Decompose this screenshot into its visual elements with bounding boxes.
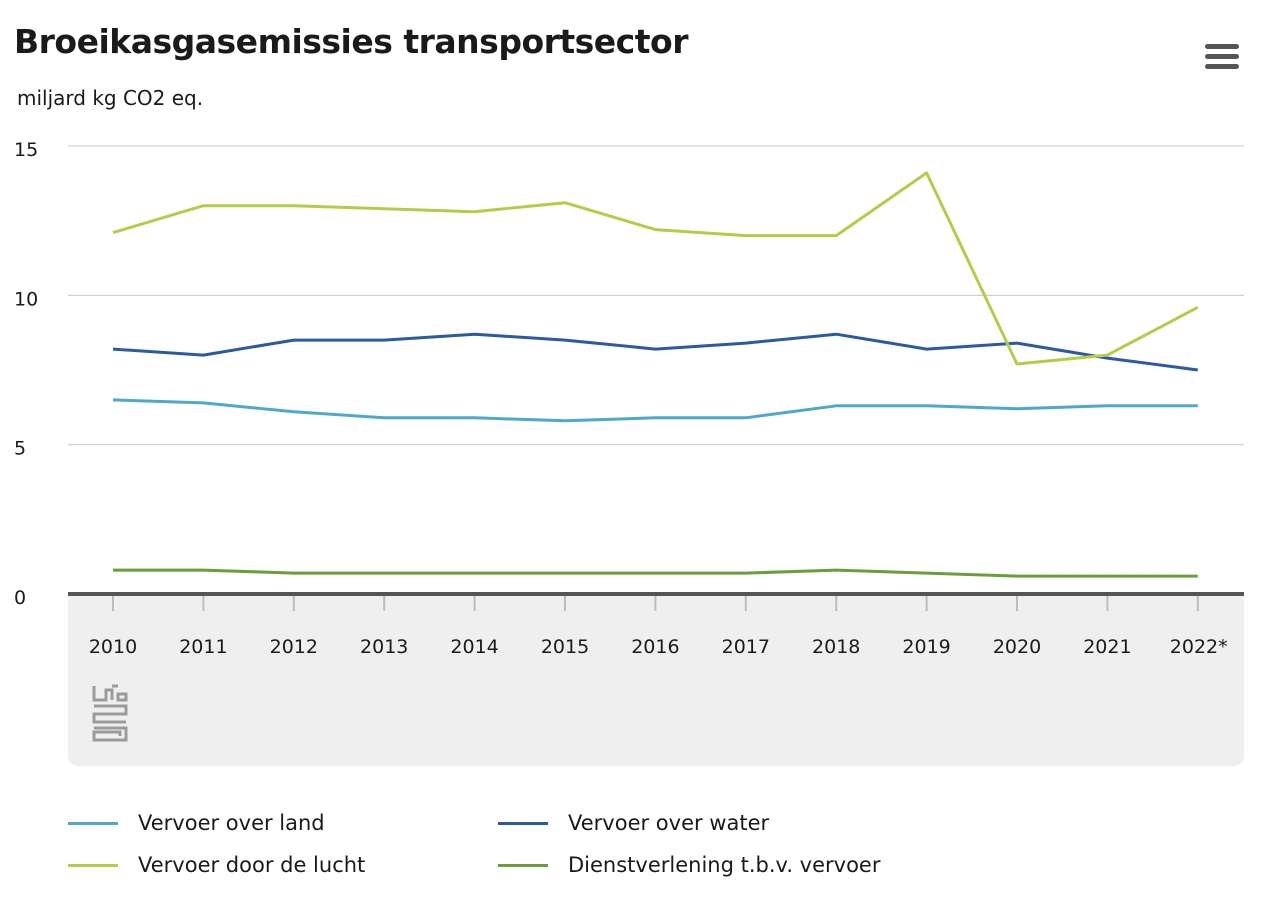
x-tick-label: 2020 [993,636,1041,658]
grid-lines [68,145,1244,446]
series-line-0[interactable] [112,398,1198,423]
x-axis-background [68,594,1244,766]
series-line-1[interactable] [112,332,1198,372]
legend-item-dienstverlening[interactable]: Dienstverlening t.b.v. vervoer [498,848,880,882]
legend-label: Vervoer over land [138,811,325,835]
series-line-2[interactable] [112,171,1199,366]
x-tick-label: 2010 [89,636,137,658]
legend-item-vervoer-over-water[interactable]: Vervoer over water [498,806,769,840]
legend-item-vervoer-over-land[interactable]: Vervoer over land [68,806,325,840]
series-line-3[interactable] [113,568,1198,578]
y-axis-labels: 0 5 10 15 [14,139,38,609]
y-tick-label: 10 [14,288,38,310]
legend-swatch [498,821,548,825]
legend-label: Dienstverlening t.b.v. vervoer [568,853,881,877]
hamburger-menu-icon[interactable] [1202,40,1242,74]
x-tick-label: 2019 [902,636,950,658]
y-tick-label: 15 [14,139,38,161]
chart-title: Broeikasgasemissies transportsector [14,22,688,61]
legend-swatch [498,863,548,867]
chart-legend: Vervoer over land Vervoer over water Ver… [68,806,1068,896]
unit-label: miljard kg CO2 eq. [17,86,204,110]
legend-swatch [68,863,118,867]
x-tick-label: 2014 [450,636,498,658]
x-tick-label: 2016 [631,636,679,658]
x-tick-label: 2015 [541,636,589,658]
cbs-logo-icon [92,684,128,742]
legend-label: Vervoer over water [568,811,770,835]
legend-swatch [68,821,118,825]
series-lines [112,171,1199,578]
x-tick-label: 2018 [812,636,860,658]
x-tick-label: 2012 [270,636,318,658]
x-tick-label: 2021 [1083,636,1131,658]
x-tick-label: 2017 [722,636,770,658]
x-tick-label: 2013 [360,636,408,658]
y-tick-label: 0 [14,587,26,609]
x-tick-label: 2011 [179,636,227,658]
legend-label: Vervoer door de lucht [138,853,366,877]
legend-item-vervoer-door-de-lucht[interactable]: Vervoer door de lucht [68,848,365,882]
x-axis-ticks: 2010 2011 2012 2013 2014 2015 2016 2017 2018 2019… [89,596,1228,658]
x-tick-label: 2022* [1170,636,1228,658]
y-tick-label: 5 [14,438,26,460]
